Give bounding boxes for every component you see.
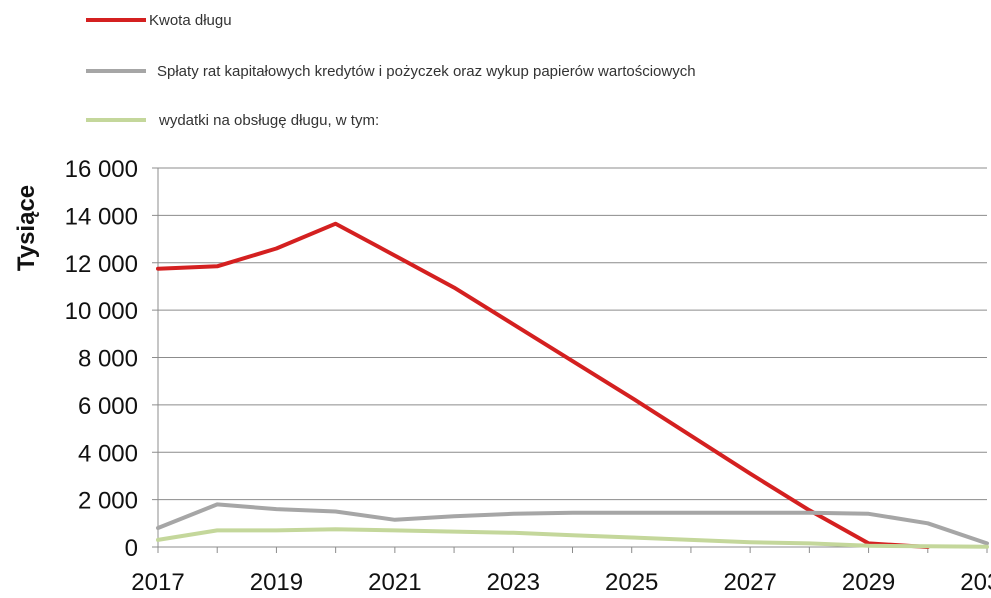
series-line-kwota-d-ugu [156, 221, 930, 549]
x-tick-label: 2023 [487, 569, 540, 596]
x-tick-label: 2029 [842, 569, 895, 596]
y-tick-label: 2 000 [78, 488, 138, 515]
legend-label: Kwota długu [149, 12, 232, 29]
y-tick-label: 16 000 [65, 156, 138, 183]
y-tick-label: 0 [125, 535, 138, 562]
x-tick-label: 2025 [605, 569, 658, 596]
x-tick-label: 2021 [368, 569, 421, 596]
y-tick-label: 10 000 [65, 298, 138, 325]
x-tick-label: 2019 [250, 569, 303, 596]
y-tick-label: 8 000 [78, 346, 138, 373]
y-axis-ticks: 0 2 000 4 000 6 000 8 000 10 000 12 000 14 000 1… [65, 156, 158, 562]
legend-label: Spłaty rat kapitałowych kredytów i pożyc… [157, 63, 696, 80]
series-line-sp-aty-rat-kapita-owych-kredyt [156, 502, 989, 546]
x-tick-label: 2017 [131, 569, 184, 596]
x-tick-label: 2027 [723, 569, 776, 596]
series-lines [156, 221, 989, 549]
y-tick-label: 6 000 [78, 393, 138, 420]
legend: Kwota długu Spłaty rat kapitałowych kredy… [86, 12, 696, 129]
x-tick-label: 2031 [960, 569, 991, 596]
legend-label: wydatki na obsługę długu, w tym: [158, 112, 379, 129]
y-axis-label: Tysiące [13, 185, 40, 271]
y-tick-label: 14 000 [65, 203, 138, 230]
y-tick-label: 12 000 [65, 251, 138, 278]
gridlines [158, 167, 987, 501]
x-axis-ticks: 2017 2019 2021 2023 2025 2027 2029 2031 [131, 547, 991, 596]
y-tick-label: 4 000 [78, 440, 138, 467]
